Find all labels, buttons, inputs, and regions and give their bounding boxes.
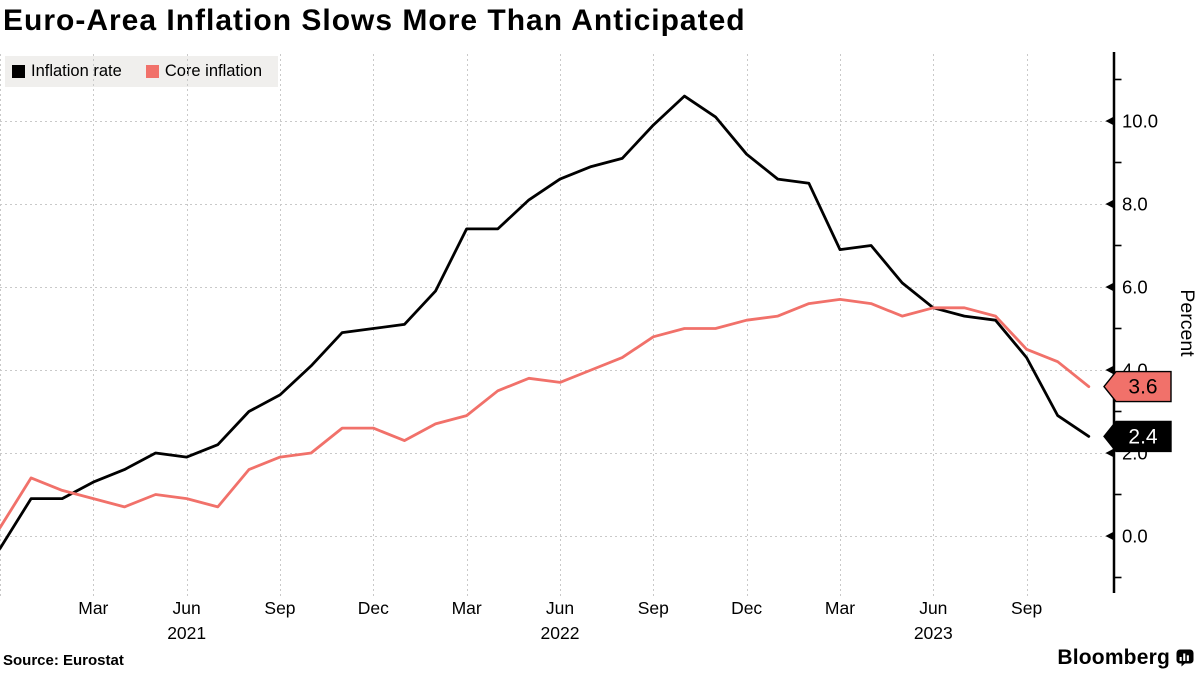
- svg-text:Sep: Sep: [1011, 598, 1042, 618]
- svg-text:2023: 2023: [914, 623, 953, 643]
- bloomberg-logo: Bloomberg: [1057, 646, 1194, 670]
- value-tag-2-4: 2.4: [1103, 420, 1172, 453]
- gridlines: [0, 54, 1113, 596]
- svg-text:Mar: Mar: [825, 598, 855, 618]
- legend-label: Inflation rate: [31, 62, 122, 80]
- svg-text:10.0: 10.0: [1122, 111, 1158, 132]
- legend: Inflation rate Core inflation: [5, 56, 279, 87]
- svg-text:Jun: Jun: [546, 598, 574, 618]
- bloomberg-wordmark: Bloomberg: [1057, 646, 1170, 669]
- svg-text:Dec: Dec: [731, 598, 762, 618]
- svg-text:2021: 2021: [167, 623, 206, 643]
- chart-title: Euro-Area Inflation Slows More Than Anti…: [3, 4, 746, 37]
- y-axis: 0.02.04.06.08.010.0: [1105, 52, 1158, 593]
- y-axis-title: Percent: [1176, 289, 1198, 357]
- legend-item-inflation-rate: Inflation rate: [12, 62, 122, 81]
- series-core-inflation: [0, 297, 1091, 530]
- svg-text:6.0: 6.0: [1122, 277, 1148, 298]
- legend-swatch-core-inflation: [145, 65, 159, 78]
- value-tag-3-6: 3.6: [1103, 370, 1172, 403]
- svg-text:Mar: Mar: [78, 598, 108, 618]
- source-label: Source: Eurostat: [3, 652, 124, 669]
- svg-text:Mar: Mar: [452, 598, 482, 618]
- svg-text:Jun: Jun: [919, 598, 947, 618]
- svg-text:8.0: 8.0: [1122, 194, 1148, 215]
- svg-text:Jun: Jun: [173, 598, 201, 618]
- svg-text:2022: 2022: [541, 623, 580, 643]
- svg-text:Dec: Dec: [358, 598, 389, 618]
- series-inflation-rate: [0, 94, 1091, 550]
- bloomberg-equalizer-icon: [1176, 649, 1194, 667]
- legend-label: Core inflation: [164, 62, 263, 80]
- x-axis-labels: Mar Jun 2021 Sep Dec Mar Jun 2022 Sep Dec Mar Jun 20…: [78, 598, 1042, 643]
- svg-text:2.4: 2.4: [1128, 425, 1158, 448]
- svg-text:Sep: Sep: [264, 598, 295, 618]
- legend-item-core-inflation: Core inflation: [145, 62, 263, 81]
- svg-text:Sep: Sep: [638, 598, 669, 618]
- legend-swatch-inflation-rate: [12, 65, 25, 78]
- svg-text:0.0: 0.0: [1122, 526, 1148, 547]
- svg-text:3.6: 3.6: [1128, 376, 1157, 399]
